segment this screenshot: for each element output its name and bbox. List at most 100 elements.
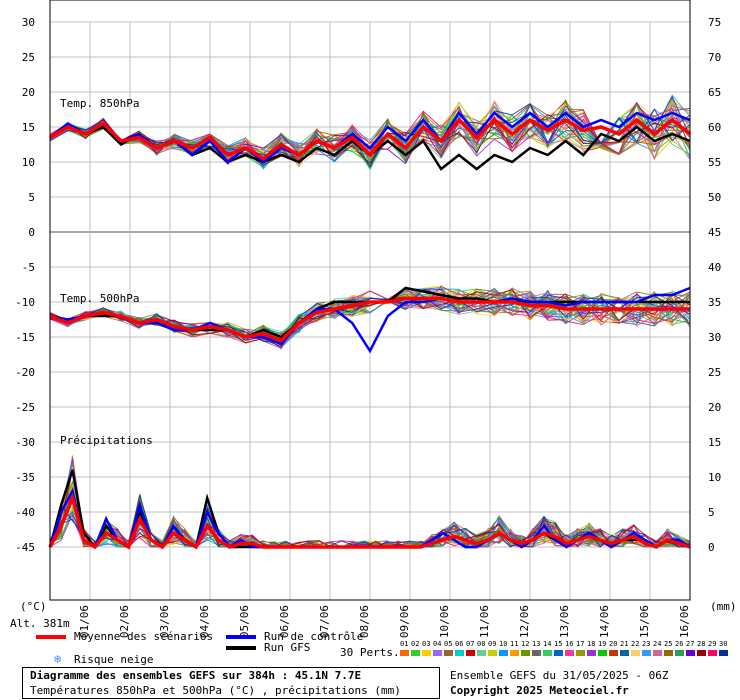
x-tick-label: 01/06: [78, 605, 91, 638]
pert-number: 10: [499, 640, 508, 648]
pert-number: 19: [598, 640, 607, 648]
pert-number: 25: [664, 640, 673, 648]
pert-color-swatch: [466, 650, 475, 656]
left-tick-label: 10: [22, 156, 35, 169]
pert-number: 27: [686, 640, 695, 648]
right-tick-label: 40: [708, 261, 721, 274]
x-tick-label: 13/06: [558, 605, 571, 638]
right-tick-label: 60: [708, 121, 721, 134]
legend-mean-swatch: [36, 635, 66, 639]
pert-color-swatch: [433, 650, 442, 656]
pert-color-swatch: [455, 650, 464, 656]
left-tick-label: -45: [15, 541, 35, 554]
x-tick-label: 11/06: [478, 605, 491, 638]
pert-color-swatch: [532, 650, 541, 656]
pert-color-swatch: [499, 650, 508, 656]
pert-number: 21: [620, 640, 629, 648]
left-tick-label: -35: [15, 471, 35, 484]
pert-color-swatch: [719, 650, 728, 656]
pert-color-swatch: [576, 650, 585, 656]
pert-color-swatch: [620, 650, 629, 656]
left-tick-label: 15: [22, 121, 35, 134]
panel-label-500: Temp. 500hPa: [60, 292, 139, 305]
pert-number: 06: [455, 640, 464, 648]
pert-number: 03: [422, 640, 431, 648]
left-tick-label: 20: [22, 86, 35, 99]
pert-color-swatch: [521, 650, 530, 656]
pert-color-swatch: [411, 650, 420, 656]
pert-number: 29: [708, 640, 717, 648]
pert-number: 11: [510, 640, 519, 648]
pert-color-swatch: [488, 650, 497, 656]
right-tick-label: 25: [708, 366, 721, 379]
x-tick-label: 09/06: [398, 605, 411, 638]
pert-color-swatch: [510, 650, 519, 656]
mean-line-precip: [48, 492, 691, 550]
pert-number: 28: [697, 640, 706, 648]
legend-control-swatch: [226, 635, 256, 639]
pert-color-swatch: [686, 650, 695, 656]
pert-number: 22: [631, 640, 640, 648]
altitude-label: Alt. 381m: [10, 617, 70, 630]
right-tick-label: 55: [708, 156, 721, 169]
perturbation-line-850: [49, 102, 691, 168]
pert-number: 09: [488, 640, 497, 648]
right-tick-label: 5: [708, 506, 715, 519]
right-tick-label: 75: [708, 16, 721, 29]
legend-mean-label: Moyenne des scénarios: [74, 630, 214, 643]
pert-number: 26: [675, 640, 684, 648]
pert-number: 17: [576, 640, 585, 648]
pert-color-swatch: [697, 650, 706, 656]
left-tick-label: 0: [28, 226, 35, 239]
pert-color-swatch: [543, 650, 552, 656]
pert-color-swatch: [708, 650, 717, 656]
pert-color-swatch: [598, 650, 607, 656]
legend-control-label: Run de contrôle: [264, 630, 364, 643]
chart-axes: [49, 0, 691, 601]
mean-line-500: [49, 296, 690, 343]
perturbation-line-precip: [49, 494, 690, 548]
left-tick-label: -10: [15, 296, 35, 309]
right-tick-label: 65: [708, 86, 721, 99]
footer-copyright: Copyright 2025 Meteociel.fr: [450, 684, 629, 697]
panel-label-precip: Précipitations: [60, 434, 153, 447]
main-series-lines: [48, 110, 692, 550]
pert-color-swatch: [477, 650, 486, 656]
x-tick-label: 07/06: [318, 605, 331, 638]
legend-gfs-label: Run GFS: [264, 641, 311, 654]
footer-run: Ensemble GEFS du 31/05/2025 - 06Z: [450, 669, 669, 682]
perturbation-line-850: [49, 114, 691, 166]
footer-box: [22, 667, 440, 699]
x-tick-label: 15/06: [638, 605, 651, 638]
right-tick-label: 20: [708, 401, 721, 414]
mean-line-850: [49, 117, 692, 161]
left-unit-label: (°C): [20, 600, 47, 613]
right-unit-label: (mm): [710, 600, 737, 613]
pert-color-swatch: [565, 650, 574, 656]
pert-number: 12: [521, 640, 530, 648]
right-tick-label: 50: [708, 191, 721, 204]
footer-title: Diagramme des ensembles GEFS sur 384h : …: [30, 669, 362, 682]
left-tick-label: -5: [22, 261, 35, 274]
right-tick-label: 15: [708, 436, 721, 449]
perturbation-line-850: [49, 106, 691, 162]
right-tick-label: 35: [708, 296, 721, 309]
pert-color-swatch: [587, 650, 596, 656]
x-tick-label: 10/06: [438, 605, 451, 638]
pert-color-swatch: [400, 650, 409, 656]
pert-number: 08: [477, 640, 486, 648]
pert-color-swatch: [609, 650, 618, 656]
pert-number: 16: [565, 640, 574, 648]
pert-color-swatch: [444, 650, 453, 656]
pert-number: 30: [719, 640, 728, 648]
pert-color-swatch: [642, 650, 651, 656]
pert-number: 18: [587, 640, 596, 648]
left-tick-label: -15: [15, 331, 35, 344]
x-tick-label: 06/06: [278, 605, 291, 638]
right-tick-label: 45: [708, 226, 721, 239]
x-tick-label: 12/06: [518, 605, 531, 638]
x-tick-label: 08/06: [358, 605, 371, 638]
pert-number: 14: [543, 640, 552, 648]
pert-color-swatch: [664, 650, 673, 656]
